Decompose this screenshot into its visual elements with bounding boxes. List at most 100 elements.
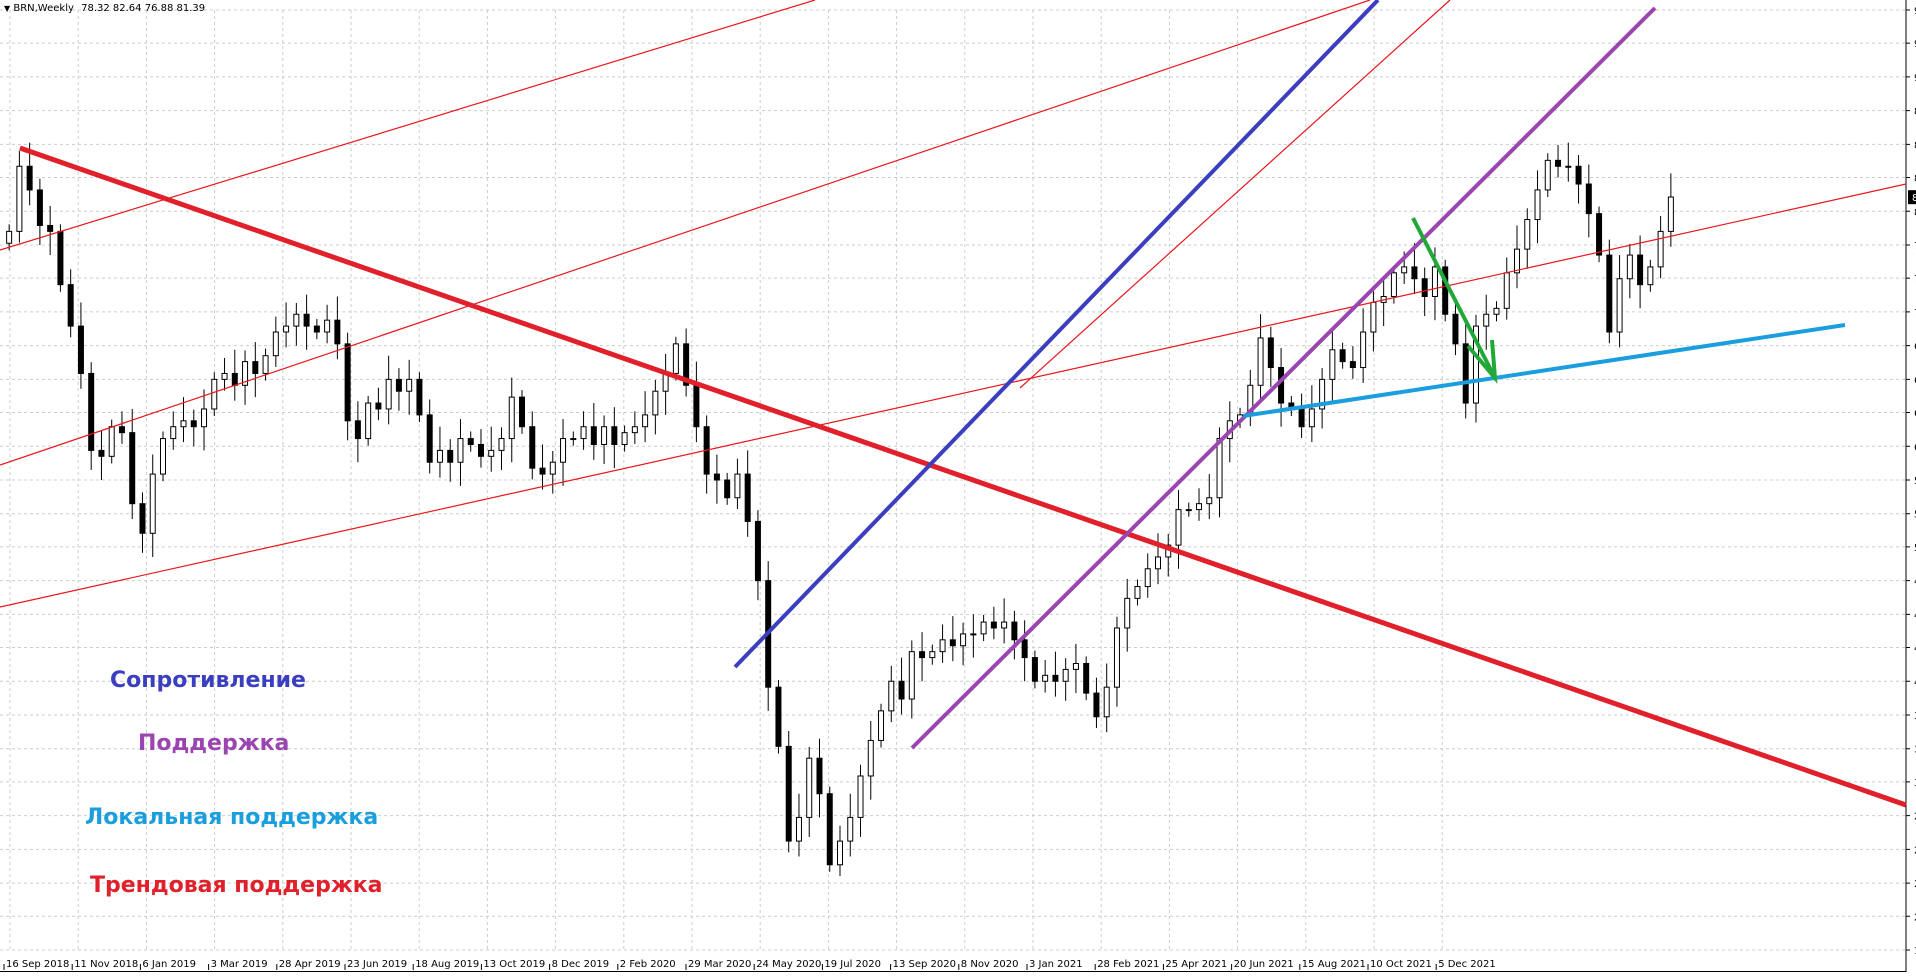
x-tick-label: 6 Jan 2019 xyxy=(142,959,196,970)
candle-bear xyxy=(1021,639,1028,659)
y-tick-label: 94.40 xyxy=(1914,39,1916,50)
x-tick-label: 19 Jul 2020 xyxy=(824,959,881,970)
candle-bull xyxy=(1113,627,1120,688)
candle-bull xyxy=(601,426,608,445)
candle-bear xyxy=(98,449,105,457)
candle-bear xyxy=(683,343,690,386)
candle-bull xyxy=(293,313,300,327)
local-support-line xyxy=(1242,323,1846,418)
candle-bear xyxy=(334,319,341,345)
x-tick-label: 8 Nov 2020 xyxy=(961,959,1019,970)
candle-bear xyxy=(1606,254,1613,333)
candle-bull xyxy=(1431,266,1438,297)
candle-bear xyxy=(426,414,433,463)
candle-bull xyxy=(1206,497,1213,505)
y-tick-label: 51.85 xyxy=(1914,543,1916,554)
candle-bull xyxy=(970,633,977,636)
candle-bear xyxy=(744,473,751,522)
candle-bull xyxy=(221,372,228,380)
candle-bull xyxy=(1390,272,1397,297)
y-tick-label: 37.65 xyxy=(1914,711,1916,722)
candle-bull xyxy=(1565,165,1572,168)
candle-bull xyxy=(980,621,987,635)
x-tick-label: 18 Aug 2019 xyxy=(415,959,479,970)
forecast-arrow-line xyxy=(1411,217,1494,373)
x-tick-label: 16 Sep 2018 xyxy=(6,959,69,970)
candle-bull xyxy=(1103,686,1110,718)
candle-bear xyxy=(1349,361,1356,369)
candle-bull xyxy=(1401,266,1408,274)
candle-bull xyxy=(180,420,187,428)
legend-local-support: Локальная поддержка xyxy=(85,805,379,830)
y-tick-label: 20.65 xyxy=(1914,912,1916,923)
candle-bull xyxy=(570,438,577,441)
y-tick-label: 43.35 xyxy=(1914,644,1916,655)
candle-bear xyxy=(1411,266,1418,280)
candle-bull xyxy=(1524,219,1531,250)
channel-line-red xyxy=(0,0,816,251)
x-tick-label: 25 Apr 2021 xyxy=(1165,959,1227,970)
dropdown-icon[interactable]: ▼ xyxy=(4,4,11,13)
channel-line-red xyxy=(1019,0,1451,389)
candle-bull xyxy=(6,230,13,244)
candle-bull xyxy=(262,355,269,374)
candle-bear xyxy=(118,426,125,434)
x-tick-label: 28 Apr 2019 xyxy=(279,959,341,970)
candle-bull xyxy=(1503,272,1510,309)
candle-bull xyxy=(1144,568,1151,588)
candle-bear xyxy=(1052,674,1059,682)
candle-bull xyxy=(642,414,649,428)
x-tick-label: 3 Jan 2021 xyxy=(1029,959,1083,970)
channel-line-red xyxy=(0,183,1907,608)
candle-bull xyxy=(1483,313,1490,327)
candle-bear xyxy=(1278,367,1285,404)
candle-bear xyxy=(354,420,361,440)
x-tick-label: 8 Dec 2019 xyxy=(552,959,610,970)
candle-bear xyxy=(88,372,95,451)
candle-bull xyxy=(806,757,813,818)
symbol-label: BRN,Weekly xyxy=(13,3,74,14)
candle-bear xyxy=(1339,349,1346,363)
candle-bull xyxy=(672,343,679,374)
candle-bull xyxy=(108,426,115,457)
candle-bull xyxy=(1124,597,1131,629)
candle-bull xyxy=(580,426,587,440)
candle-bear xyxy=(898,680,905,700)
ohlc-values: 78.32 82.64 76.88 81.39 xyxy=(81,3,206,14)
candle-bull xyxy=(1544,159,1551,191)
candle-bear xyxy=(467,438,474,445)
candle-bull xyxy=(385,378,392,410)
candle-bear xyxy=(713,473,720,481)
candle-bull xyxy=(1062,668,1069,682)
legend-resistance: Сопротивление xyxy=(110,668,306,693)
x-tick-label: 29 Mar 2020 xyxy=(688,959,751,970)
candle-bull xyxy=(1626,254,1633,280)
y-tick-label: 49.00 xyxy=(1914,577,1916,588)
y-tick-label: 32.00 xyxy=(1914,778,1916,789)
candle-bear xyxy=(785,745,792,842)
candle-bull xyxy=(457,438,464,463)
x-tick-label: 28 Feb 2021 xyxy=(1097,959,1159,970)
candle-bull xyxy=(498,438,505,451)
candle-bull xyxy=(365,402,372,440)
candle-bear xyxy=(36,189,43,226)
candle-bear xyxy=(949,639,956,647)
candle-bear xyxy=(139,503,146,534)
candle-bear xyxy=(1442,266,1449,315)
candle-bear xyxy=(1452,313,1459,345)
candle-bear xyxy=(303,313,310,327)
legend-support: Поддержка xyxy=(138,731,290,756)
candle-bull xyxy=(1616,278,1623,333)
candle-bear xyxy=(611,426,618,445)
candle-bull xyxy=(1175,509,1182,546)
candle-bear xyxy=(416,378,423,416)
x-tick-label: 23 Jun 2019 xyxy=(347,959,407,970)
y-tick-label: 54.65 xyxy=(1914,510,1916,521)
candle-bear xyxy=(539,467,546,475)
candle-bull xyxy=(929,651,936,659)
y-tick-label: 66.00 xyxy=(1914,375,1916,386)
y-tick-label: 71.70 xyxy=(1914,308,1916,319)
candle-bull xyxy=(1216,438,1223,499)
